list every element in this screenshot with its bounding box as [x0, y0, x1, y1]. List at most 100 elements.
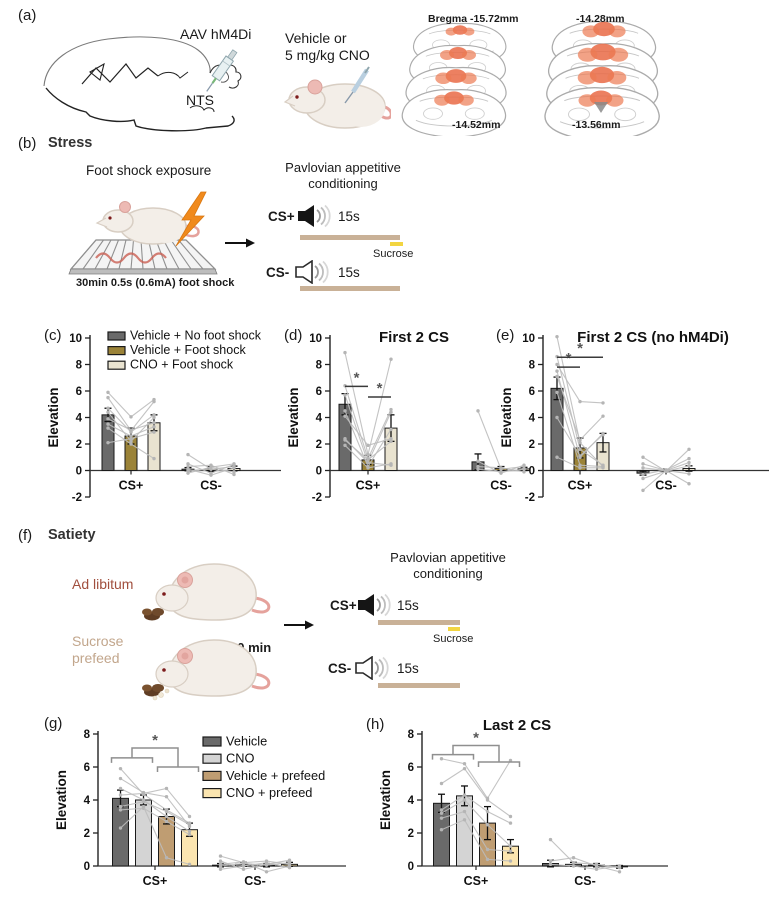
svg-text:-2: -2: [525, 492, 535, 504]
svg-text:Vehicle + No foot shock: Vehicle + No foot shock: [130, 329, 262, 343]
lightning-icon: [175, 191, 207, 247]
chart-svg: -2 0 2 4 6 8 10 Elevation CS+ CS- * * First 2 CS: [286, 329, 531, 504]
svg-text:CS+: CS+: [464, 874, 489, 888]
svg-text:6: 6: [529, 386, 535, 398]
svg-text:8: 8: [76, 360, 83, 372]
svg-text:2: 2: [529, 439, 535, 451]
svg-text:CNO + prefeed: CNO + prefeed: [226, 785, 312, 800]
rat-eye: [295, 95, 299, 99]
cs-plus-label: CS+: [330, 598, 357, 613]
svg-text:10: 10: [69, 333, 82, 345]
panel-c-chart: -2 0 2 4 6 8 10 Elevation CS+ CS- Vehicle + No foo…: [20, 322, 285, 527]
svg-text:*: *: [152, 732, 158, 749]
foot-shock-illustration: [68, 191, 218, 275]
svg-text:-2: -2: [72, 492, 82, 504]
svg-text:CS+: CS+: [119, 479, 144, 493]
cs-plus-duration: 15s: [338, 209, 360, 224]
panel-d-chart: -2 0 2 4 6 8 10 Elevation CS+ CS- * * First 2 CS: [283, 322, 533, 527]
rat-prefeed-illustration: [142, 639, 271, 701]
svg-text:4: 4: [76, 413, 83, 425]
chart-svg: -2 0 2 4 6 8 10 Elevation CS+ CS- Vehicle + No foo…: [46, 329, 281, 504]
chart-svg: 0 2 4 6 8 Elevation CS+ CS- * Vehicle CNO Vehicle +…: [54, 729, 346, 888]
panel-c-label: (c): [44, 327, 62, 344]
svg-text:Elevation: Elevation: [54, 770, 69, 830]
cs-plus-label: CS+: [268, 209, 295, 224]
svg-text:CS+: CS+: [143, 874, 168, 888]
cs-minus-duration: 15s: [397, 661, 419, 676]
virus-label: AAV hM4Di: [180, 26, 252, 42]
panel-g-label: (g): [44, 715, 63, 732]
panel-h-chart: 0 2 4 6 8 Elevation CS+ CS- * Last 2 CS: [350, 712, 672, 899]
arrow-icon: [284, 620, 314, 630]
rat-ear: [307, 79, 323, 95]
bregma-left-top-label: Bregma -15.72mm: [428, 13, 519, 25]
speaker-outline-icon: [355, 656, 389, 680]
svg-text:CS-: CS-: [490, 479, 512, 493]
svg-text:8: 8: [529, 360, 536, 372]
svg-text:0: 0: [76, 466, 82, 478]
svg-text:CNO + Foot shock: CNO + Foot shock: [130, 358, 234, 372]
sucrose-marker: [448, 627, 460, 631]
svg-text:Vehicle: Vehicle: [226, 734, 267, 749]
svg-text:2: 2: [316, 439, 322, 451]
svg-text:First 2 CS (no hM4Di): First 2 CS (no hM4Di): [577, 329, 729, 346]
arrow-icon: [225, 238, 255, 248]
cs-minus-label: CS-: [266, 265, 290, 280]
sucrose-crumbs: [158, 692, 164, 698]
panel-b-title: Stress: [48, 135, 93, 151]
svg-text:CS+: CS+: [568, 479, 593, 493]
svg-text:Elevation: Elevation: [46, 387, 61, 447]
svg-text:0: 0: [529, 466, 535, 478]
rat-injection-illustration: [283, 66, 391, 129]
panel-d-label: (d): [284, 327, 303, 344]
cs-minus-duration: 15s: [338, 265, 360, 280]
svg-text:4: 4: [84, 795, 91, 807]
cs-minus-label: CS-: [328, 661, 352, 676]
coronal-sections-illustration: [401, 20, 660, 136]
chart-svg: 0 2 4 6 8 Elevation CS+ CS- *Last 2 CS: [378, 717, 668, 888]
bregma-left-bottom-label: -14.52mm: [452, 119, 501, 131]
syringe-icon: [206, 49, 238, 92]
svg-text:8: 8: [316, 360, 323, 372]
conditioning-title-line2: conditioning: [308, 176, 378, 191]
svg-text:CS-: CS-: [574, 874, 596, 888]
foot-shock-caption: 30min 0.5s (0.6mA) foot shock: [76, 277, 235, 289]
svg-text:0: 0: [408, 861, 414, 873]
svg-text:*: *: [377, 380, 383, 397]
sucrose-label: Sucrose: [373, 248, 414, 260]
svg-text:*: *: [473, 730, 479, 747]
svg-text:2: 2: [84, 828, 90, 840]
bregma-right-bottom-label: -13.56mm: [572, 119, 621, 131]
svg-text:CS+: CS+: [356, 479, 381, 493]
svg-text:CNO: CNO: [226, 751, 254, 766]
svg-text:*: *: [354, 369, 360, 386]
svg-text:2: 2: [76, 439, 82, 451]
speaker-filled-icon: [298, 204, 331, 228]
shock-coil: [95, 252, 167, 264]
svg-text:6: 6: [408, 762, 414, 774]
panel-b-label: (b): [18, 135, 37, 152]
svg-text:4: 4: [408, 795, 415, 807]
svg-text:Elevation: Elevation: [286, 387, 301, 447]
svg-text:0: 0: [84, 861, 90, 873]
svg-text:10: 10: [522, 333, 535, 345]
svg-text:*: *: [577, 340, 583, 357]
conditioning-title-line1: Pavlovian appetitive: [285, 160, 401, 175]
svg-text:4: 4: [529, 413, 536, 425]
rat-adlib-illustration: [142, 563, 271, 621]
speaker-outline-icon: [295, 260, 329, 284]
bregma-right-top-label: -14.28mm: [576, 13, 625, 25]
svg-text:0: 0: [316, 466, 322, 478]
dose-label-line2: 5 mg/kg CNO: [285, 47, 370, 63]
conditioning-title-line1: Pavlovian appetitive: [390, 550, 506, 565]
conditioning-title-line2: conditioning: [413, 566, 483, 581]
cs-plus-timebar: [300, 235, 400, 240]
svg-text:Elevation: Elevation: [378, 770, 393, 830]
cs-minus-timebar: [378, 683, 460, 688]
panel-e-chart: -2 0 2 4 6 8 10 Elevation CS+ CS- * * First 2 CS (no…: [495, 322, 773, 527]
ad-libitum-label: Ad libitum: [72, 576, 134, 592]
svg-text:6: 6: [76, 386, 82, 398]
svg-text:6: 6: [316, 386, 322, 398]
